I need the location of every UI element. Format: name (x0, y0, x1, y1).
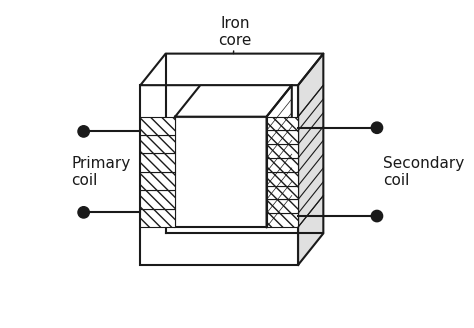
Bar (266, 117, 298, 131)
Bar (175, 117, 266, 227)
Bar (266, 213, 298, 227)
Bar (140, 135, 175, 154)
Bar (266, 131, 298, 144)
Polygon shape (140, 53, 323, 85)
Text: Iron
core: Iron core (219, 16, 252, 53)
Bar (266, 186, 298, 199)
Bar (266, 144, 298, 158)
Bar (140, 117, 175, 135)
Bar (266, 144, 298, 158)
Bar (266, 172, 298, 186)
Circle shape (371, 122, 383, 133)
Bar (266, 199, 298, 213)
Bar (266, 186, 298, 199)
Circle shape (78, 207, 89, 218)
Bar (266, 172, 298, 186)
Polygon shape (298, 53, 323, 265)
Bar (140, 209, 175, 227)
Bar (140, 190, 175, 209)
Polygon shape (266, 85, 292, 227)
Polygon shape (175, 85, 292, 117)
Bar (140, 117, 175, 135)
Bar (266, 158, 298, 172)
Bar (266, 213, 298, 227)
Bar (140, 154, 175, 172)
Bar (140, 85, 298, 265)
Bar (266, 158, 298, 172)
Circle shape (371, 210, 383, 222)
Bar (266, 131, 298, 144)
Bar (140, 209, 175, 227)
Bar (140, 190, 175, 209)
Bar (140, 172, 175, 190)
Bar (140, 135, 175, 154)
Bar (140, 154, 175, 172)
Circle shape (78, 126, 89, 137)
Bar (140, 172, 175, 190)
Text: Primary
coil: Primary coil (71, 156, 130, 188)
Bar (266, 117, 298, 131)
Bar (266, 199, 298, 213)
Text: Secondary
coil: Secondary coil (383, 156, 465, 188)
